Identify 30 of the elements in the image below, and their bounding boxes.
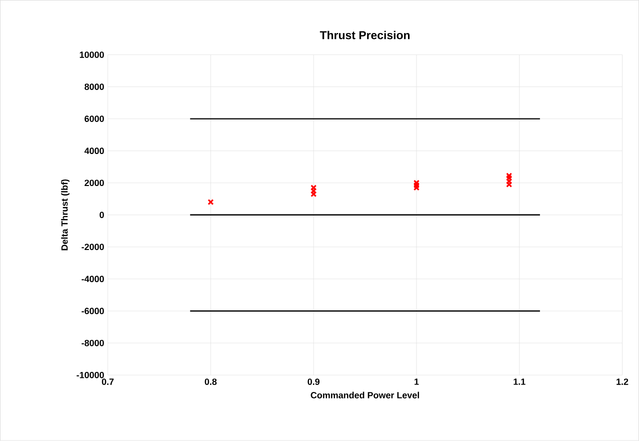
y-tick-label: 4000 xyxy=(84,148,104,154)
point xyxy=(506,175,512,182)
point xyxy=(413,182,420,188)
x-tick-label: 1.2 xyxy=(616,378,628,385)
point xyxy=(310,184,317,191)
x-tick-label: 1.1 xyxy=(514,378,526,385)
x-tick-label: 0.7 xyxy=(102,378,114,386)
x-tick-label: 1 xyxy=(414,378,419,385)
y-tick-label: 2000 xyxy=(84,180,104,186)
x-tick-label: 0.9 xyxy=(308,378,320,386)
y-tick-label: -8000 xyxy=(82,340,104,346)
point xyxy=(413,184,420,191)
y-tick-label: 0 xyxy=(100,212,104,218)
y-axis-title: Delta Thrust (lbf) xyxy=(61,180,70,250)
chart-title: Thrust Precision xyxy=(320,30,410,40)
x-axis-title: Commanded Power Level xyxy=(310,392,420,398)
y-tick-label: -2000 xyxy=(82,244,104,250)
point xyxy=(310,191,317,198)
y-tick-label: -6000 xyxy=(82,308,104,314)
point xyxy=(208,199,214,206)
y-tick-label: 6000 xyxy=(84,116,104,122)
point xyxy=(506,178,512,184)
x-tick-label: 0.8 xyxy=(204,378,217,386)
y-tick-label: -10000 xyxy=(76,372,104,378)
y-tick-label: 10000 xyxy=(80,52,104,58)
point xyxy=(506,172,512,179)
point xyxy=(310,188,317,194)
point xyxy=(506,182,512,188)
y-tick-label: -4000 xyxy=(82,276,104,282)
y-tick-label: 8000 xyxy=(84,84,104,90)
